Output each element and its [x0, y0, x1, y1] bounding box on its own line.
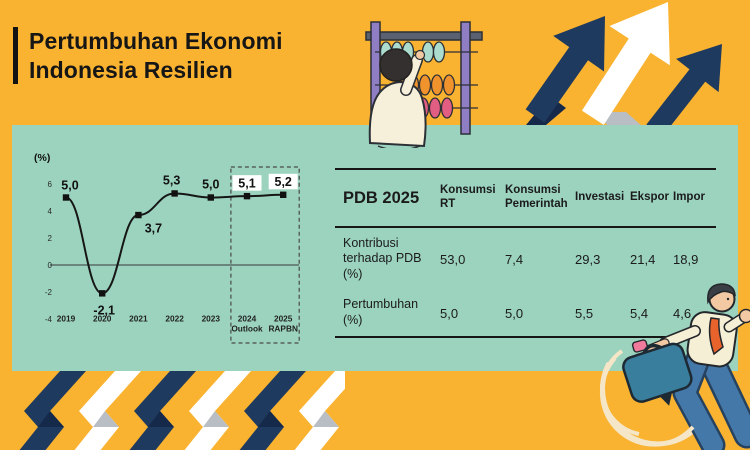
- title-line-1: Pertumbuhan Ekonomi: [29, 28, 283, 54]
- abacus-person: [368, 48, 427, 148]
- ribbon-white: [184, 371, 251, 450]
- table-value: 7,4: [505, 251, 524, 267]
- data-point-marker: [62, 194, 70, 201]
- runner-illustration: [599, 283, 750, 450]
- x-tick-label: 2019: [57, 314, 76, 324]
- table-value: 5,5: [575, 305, 594, 321]
- data-point-marker: [171, 190, 178, 197]
- row-label: Pertumbuhan (%): [343, 297, 419, 327]
- value-label: 5,1: [238, 176, 255, 190]
- briefcase: [622, 342, 693, 406]
- x-tick-label: 2021: [129, 314, 148, 324]
- runner-cuff: [631, 339, 649, 353]
- data-point-marker: [135, 211, 142, 219]
- runner-tie: [708, 317, 724, 356]
- ribbon-navy: [19, 371, 86, 450]
- x-tick-sublabel: RAPBN: [268, 324, 298, 334]
- growth-arrows-illustration: [525, 2, 722, 126]
- table-value: 5,4: [630, 305, 649, 321]
- x-tick-label: 2022: [165, 314, 184, 324]
- table-value: 18,9: [673, 251, 699, 267]
- column-header: Impor: [673, 170, 716, 228]
- abacus-post: [460, 21, 471, 135]
- x-tick-label: 2023: [202, 314, 221, 324]
- table-value: 5,0: [440, 305, 459, 321]
- page-title: Pertumbuhan Ekonomi Indonesia Resilien: [13, 27, 283, 85]
- table-value: 53,0: [440, 251, 466, 267]
- abacus-illustration: [365, 21, 483, 148]
- x-tick-label: 2025: [274, 314, 293, 324]
- value-label-chip: [232, 175, 262, 191]
- ribbon-white: [294, 371, 345, 450]
- row-label: Kontribusi terhadap PDB (%): [343, 235, 422, 281]
- column-header: Investasi: [575, 170, 630, 228]
- value-label: 3,7: [145, 221, 162, 235]
- white-up-arrow-icon: [581, 2, 670, 125]
- table-value: 29,3: [575, 251, 601, 267]
- value-label-chip: [268, 173, 298, 190]
- column-header: Konsumsi Pemerintah: [505, 170, 575, 228]
- x-tick-label: 2024: [238, 314, 257, 324]
- person-hand: [414, 49, 426, 61]
- x-tick-sublabel: Outlook: [231, 324, 263, 334]
- value-label: -2,1: [93, 304, 115, 318]
- runner-legs: [672, 343, 750, 450]
- table-title: PDB 2025: [335, 170, 440, 228]
- table-value: 21,4: [630, 251, 656, 267]
- value-label: 5,3: [163, 174, 180, 188]
- y-tick-label: 6: [48, 180, 53, 189]
- abacus-top-bar: [365, 31, 483, 41]
- value-label: 5,0: [61, 179, 78, 193]
- y-axis-unit-label: (%): [34, 152, 50, 164]
- y-tick-label: -4: [45, 315, 53, 324]
- pdb-2025-table: PDB 2025 Konsumsi RT Konsumsi Pemerintah…: [335, 168, 716, 338]
- zigzag-ribbons-illustration: [19, 371, 345, 450]
- navy-up-arrow-icon: [646, 44, 722, 126]
- y-tick-label: 2: [48, 234, 53, 243]
- data-point-marker: [280, 191, 287, 198]
- forecast-box: [230, 166, 300, 344]
- ribbon-white: [74, 371, 141, 450]
- y-tick-label: 4: [48, 207, 53, 216]
- growth-line: [65, 192, 284, 295]
- y-tick-label: -2: [45, 288, 53, 297]
- x-tick-label: 2020: [93, 314, 112, 324]
- table-value: 4,6: [673, 305, 692, 321]
- gdp-growth-line-chart: (%) 6 4 2 0 -2 -4 2019 2020 2021 2022 2023 2024Outlo…: [34, 152, 300, 344]
- data-point-marker: [99, 290, 106, 297]
- data-point-marker: [207, 194, 214, 201]
- runner-fist: [738, 308, 750, 324]
- chart-area: (%) 6 4 2 0 -2 -4 2019 2020 2021 2022 2023 2024 Outlo…: [12, 125, 332, 371]
- runner-hair: [707, 283, 736, 305]
- y-tick-label: 0: [48, 261, 53, 270]
- ribbon-navy: [129, 371, 196, 450]
- value-label: 5,2: [275, 175, 292, 189]
- person-head: [379, 48, 413, 82]
- data-point-marker: [243, 192, 251, 200]
- runner-arm: [660, 326, 700, 348]
- column-header: Ekspor: [630, 170, 673, 228]
- column-header: Konsumsi RT: [440, 170, 505, 228]
- navy-up-arrow-icon: [525, 16, 605, 123]
- swoosh-arc: [599, 356, 695, 447]
- ribbon-navy: [239, 371, 306, 450]
- value-label: 5,0: [202, 178, 219, 192]
- title-line-2: Indonesia Resilien: [29, 56, 233, 83]
- content-panel: (%) 6 4 2 0 -2 -4 2019 2020 2021 2022 2023 2024 Outlo…: [12, 125, 738, 371]
- table-value: 5,0: [505, 305, 524, 321]
